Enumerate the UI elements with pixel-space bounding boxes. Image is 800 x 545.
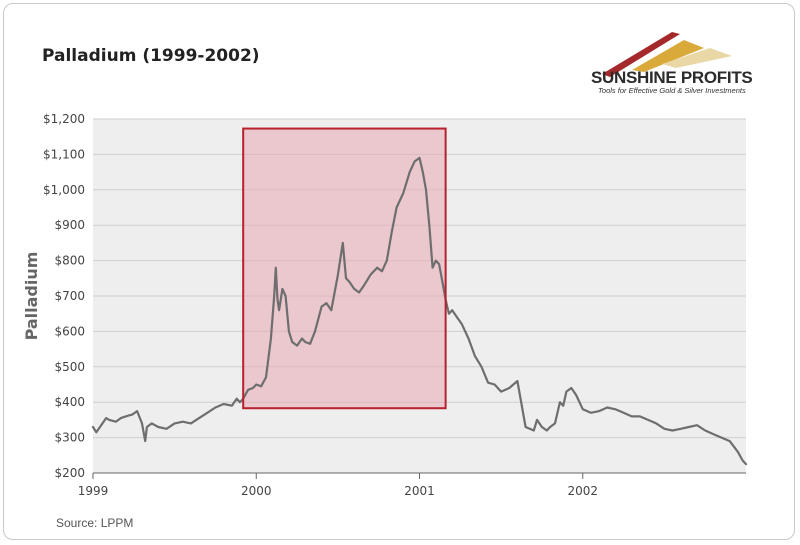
palladium-price-line bbox=[91, 156, 748, 466]
y-tick-label: $700 bbox=[54, 289, 85, 303]
brand-name: SUNSHINE PROFITS bbox=[591, 68, 753, 87]
x-tick-label: 2002 bbox=[567, 484, 598, 498]
y-axis-title: Palladium bbox=[22, 252, 41, 341]
chart-card: Palladium (1999-2002) SUNSHINE PROFITS T… bbox=[3, 3, 795, 540]
logo-red-ray bbox=[602, 32, 680, 77]
x-tick-label: 1999 bbox=[78, 484, 109, 498]
logo-gold-ray bbox=[632, 40, 704, 72]
y-tick-label: $1,100 bbox=[43, 147, 85, 161]
palladium-chart: $200 $300 $400 $500 $600 $700 $800 $900 $1,000 $1… bbox=[22, 112, 748, 498]
y-tick-label: $600 bbox=[54, 324, 85, 338]
y-tick-label: $1,200 bbox=[43, 112, 85, 126]
y-tick-label: $500 bbox=[54, 360, 85, 374]
x-tick-label: 2001 bbox=[404, 484, 435, 498]
y-tick-label: $400 bbox=[54, 395, 85, 409]
source-note: Source: LPPM bbox=[56, 516, 134, 530]
y-tick-label: $900 bbox=[54, 218, 85, 232]
logo-light-ray bbox=[662, 48, 732, 68]
y-tick-label: $1,000 bbox=[43, 183, 85, 197]
brand-tagline: Tools for Effective Gold & Silver Invest… bbox=[598, 86, 746, 95]
y-tick-label: $300 bbox=[54, 431, 85, 445]
page-title: Palladium (1999-2002) bbox=[42, 46, 260, 66]
highlight-border bbox=[242, 127, 447, 410]
sunshine-profits-logo-icon bbox=[602, 32, 732, 77]
y-tick-label: $800 bbox=[54, 254, 85, 268]
x-tick-label: 2000 bbox=[241, 484, 272, 498]
y-tick-label: $200 bbox=[54, 466, 85, 480]
